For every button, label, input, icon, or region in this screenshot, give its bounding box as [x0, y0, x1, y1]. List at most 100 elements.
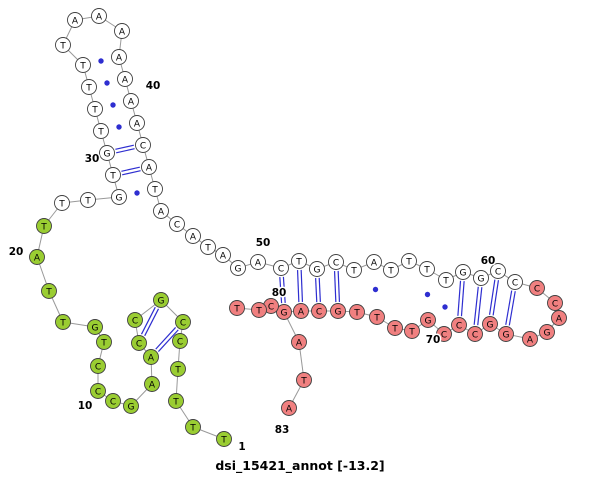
nucleotide[interactable]: C [467, 326, 483, 342]
nucleotide[interactable]: G [276, 304, 292, 320]
nucleotide[interactable]: A [366, 254, 382, 270]
nucleotide[interactable]: T [185, 419, 201, 435]
nucleotide[interactable]: T [369, 309, 385, 325]
nucleotide[interactable]: T [105, 167, 121, 183]
nucleotide[interactable]: C [90, 358, 106, 374]
nucleotide[interactable]: T [387, 320, 403, 336]
nucleotide[interactable]: T [296, 372, 312, 388]
nucleotide[interactable]: T [93, 123, 109, 139]
nucleotide[interactable]: T [168, 393, 184, 409]
nucleotide[interactable]: T [383, 262, 399, 278]
nucleotide[interactable]: T [80, 192, 96, 208]
nucleotide[interactable]: T [229, 300, 245, 316]
nucleotide[interactable]: G [153, 292, 169, 308]
nucleotide[interactable]: T [36, 218, 52, 234]
nucleotide[interactable]: A [293, 303, 309, 319]
nucleotide[interactable]: C [436, 326, 452, 342]
nucleotide[interactable]: T [251, 302, 267, 318]
base-pair-lines [282, 276, 286, 303]
nucleotide[interactable]: A [29, 249, 45, 265]
nucleotide[interactable]: G [498, 326, 514, 342]
nucleotide[interactable]: A [123, 93, 139, 109]
nucleotide[interactable]: A [215, 247, 231, 263]
nucleotide[interactable]: G [455, 264, 471, 280]
nucleotide[interactable]: T [87, 101, 103, 117]
nucleotide[interactable]: T [419, 261, 435, 277]
nucleotide[interactable]: T [55, 314, 71, 330]
nucleotide[interactable]: A [144, 376, 160, 392]
nucleotide[interactable]: T [81, 79, 97, 95]
nucleotide[interactable]: A [551, 310, 567, 326]
nucleotide-circle [87, 319, 103, 335]
nucleotide[interactable]: G [539, 324, 555, 340]
nucleotide[interactable]: G [87, 319, 103, 335]
nucleotide[interactable]: C [273, 260, 289, 276]
nucleotide[interactable]: T [55, 37, 71, 53]
nucleotide[interactable]: T [401, 253, 417, 269]
nucleotide[interactable]: T [147, 181, 163, 197]
nucleotide-base: A [119, 27, 126, 37]
nucleotide[interactable]: G [309, 261, 325, 277]
nucleotide[interactable]: A [185, 228, 201, 244]
nucleotide[interactable]: T [170, 361, 186, 377]
nucleotide[interactable]: A [291, 334, 307, 350]
nucleotide-circle [436, 326, 452, 342]
nucleotide[interactable]: A [67, 12, 83, 28]
nucleotide-circle [185, 419, 201, 435]
nucleotide[interactable]: T [404, 323, 420, 339]
nucleotide[interactable]: A [114, 23, 130, 39]
nucleotide[interactable]: G [330, 303, 346, 319]
nucleotide[interactable]: T [291, 253, 307, 269]
nucleotide[interactable]: T [438, 272, 454, 288]
nucleotide[interactable]: C [311, 303, 327, 319]
nucleotide[interactable]: G [111, 189, 127, 205]
nucleotide[interactable]: T [41, 283, 57, 299]
nucleotide[interactable]: A [250, 254, 266, 270]
nucleotide[interactable]: T [54, 195, 70, 211]
nucleotide[interactable]: A [129, 115, 145, 131]
nucleotide[interactable]: C [172, 333, 188, 349]
nucleotide-circle [123, 398, 139, 414]
nucleotide[interactable]: C [90, 383, 106, 399]
nucleotide[interactable]: T [346, 262, 362, 278]
nucleotide[interactable]: A [91, 8, 107, 24]
nucleotide[interactable]: C [451, 317, 467, 333]
nucleotide[interactable]: A [117, 71, 133, 87]
base-pair-dot [110, 102, 116, 108]
nucleotide[interactable]: A [522, 331, 538, 347]
nucleotide-circle [117, 71, 133, 87]
nucleotide[interactable]: C [490, 263, 506, 279]
nucleotide[interactable]: G [230, 260, 246, 276]
nucleotide[interactable]: C [105, 393, 121, 409]
nucleotide-circle [522, 331, 538, 347]
nucleotide[interactable]: C [529, 280, 545, 296]
nucleotide[interactable]: C [135, 137, 151, 153]
nucleotide[interactable]: T [200, 239, 216, 255]
nucleotide[interactable]: C [127, 312, 143, 328]
nucleotide[interactable]: T [96, 334, 112, 350]
nucleotide[interactable]: C [328, 254, 344, 270]
nucleotide[interactable]: G [473, 270, 489, 286]
nucleotide[interactable]: G [99, 145, 115, 161]
nucleotide[interactable]: G [482, 316, 498, 332]
nucleotide[interactable]: T [216, 431, 232, 447]
nucleotide[interactable]: A [111, 49, 127, 65]
nucleotide[interactable]: T [75, 57, 91, 73]
nucleotide-base: G [116, 193, 123, 203]
nucleotide[interactable]: G [420, 312, 436, 328]
nucleotide[interactable]: C [169, 216, 185, 232]
nucleotide[interactable]: A [281, 400, 297, 416]
base-pair-lines [460, 281, 465, 317]
nucleotide[interactable]: A [141, 159, 157, 175]
nucleotide[interactable]: C [547, 295, 563, 311]
nucleotide-circle [75, 57, 91, 73]
nucleotide-base: G [335, 307, 342, 317]
nucleotide[interactable]: C [131, 335, 147, 351]
nucleotide[interactable]: C [175, 314, 191, 330]
nucleotide[interactable]: G [123, 398, 139, 414]
nucleotide[interactable]: T [349, 304, 365, 320]
nucleotide[interactable]: C [507, 274, 523, 290]
nucleotide[interactable]: A [153, 203, 169, 219]
nucleotide[interactable]: A [143, 349, 159, 365]
